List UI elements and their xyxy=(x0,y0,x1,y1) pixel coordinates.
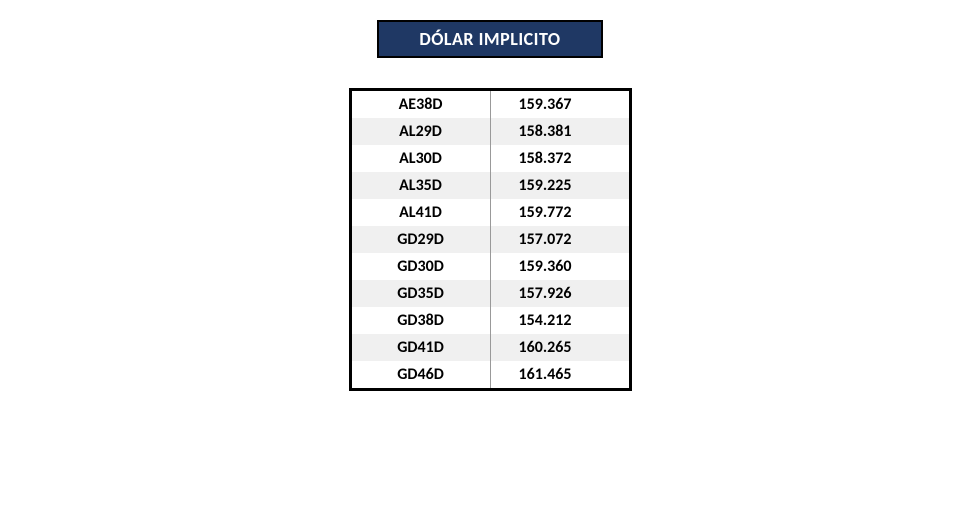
table-row: AL35D159.225 xyxy=(350,172,630,199)
table-row: GD41D160.265 xyxy=(350,334,630,361)
row-value: 157.926 xyxy=(490,280,630,307)
table-row: GD30D159.360 xyxy=(350,253,630,280)
row-label: AL29D xyxy=(350,118,490,145)
row-label: GD46D xyxy=(350,361,490,390)
row-label: AL41D xyxy=(350,199,490,226)
row-label: AL30D xyxy=(350,145,490,172)
row-label: AE38D xyxy=(350,90,490,119)
table-row: GD29D157.072 xyxy=(350,226,630,253)
table-row: AL29D158.381 xyxy=(350,118,630,145)
row-value: 161.465 xyxy=(490,361,630,390)
row-label: GD29D xyxy=(350,226,490,253)
row-label: GD41D xyxy=(350,334,490,361)
table-container: DÓLAR IMPLICITO AE38D159.367AL29D158.381… xyxy=(349,20,632,391)
table-row: AE38D159.367 xyxy=(350,90,630,119)
row-label: GD35D xyxy=(350,280,490,307)
row-value: 159.772 xyxy=(490,199,630,226)
table-title: DÓLAR IMPLICITO xyxy=(377,20,602,58)
table-row: GD38D154.212 xyxy=(350,307,630,334)
row-label: GD38D xyxy=(350,307,490,334)
row-value: 158.372 xyxy=(490,145,630,172)
table-row: GD46D161.465 xyxy=(350,361,630,390)
table-row: GD35D157.926 xyxy=(350,280,630,307)
row-value: 158.381 xyxy=(490,118,630,145)
data-table: AE38D159.367AL29D158.381AL30D158.372AL35… xyxy=(349,88,632,391)
table-row: AL30D158.372 xyxy=(350,145,630,172)
row-value: 159.360 xyxy=(490,253,630,280)
row-value: 159.225 xyxy=(490,172,630,199)
row-label: AL35D xyxy=(350,172,490,199)
row-value: 157.072 xyxy=(490,226,630,253)
table-row: AL41D159.772 xyxy=(350,199,630,226)
row-value: 154.212 xyxy=(490,307,630,334)
row-value: 160.265 xyxy=(490,334,630,361)
row-label: GD30D xyxy=(350,253,490,280)
row-value: 159.367 xyxy=(490,90,630,119)
